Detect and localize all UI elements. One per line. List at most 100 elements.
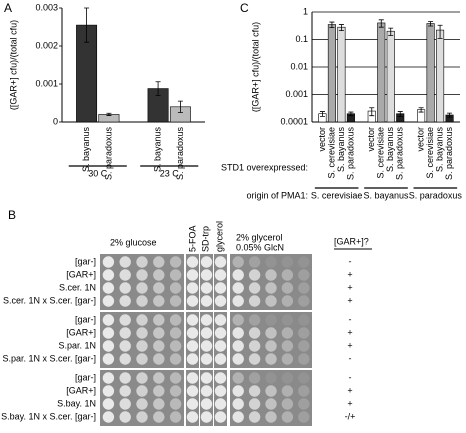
- error-bar: [106, 112, 112, 116]
- result: +: [347, 398, 352, 408]
- spot: [136, 385, 148, 397]
- spot: [186, 295, 199, 307]
- strain-label: [GAR+]: [66, 385, 96, 395]
- strain-label: [gar-]: [75, 314, 96, 324]
- spot: [232, 385, 244, 397]
- spot: [153, 314, 165, 326]
- spot: [169, 353, 182, 365]
- spot: [169, 269, 182, 281]
- spot: [169, 256, 182, 268]
- spot: [200, 327, 213, 339]
- x-tick-label: S. paradoxus: [395, 127, 405, 181]
- error-bar: [84, 7, 90, 43]
- spot: [153, 327, 165, 339]
- error-bar: [348, 111, 354, 117]
- result: -/+: [345, 411, 356, 421]
- spot: [298, 256, 310, 268]
- spot: [169, 282, 182, 294]
- spot: [281, 353, 294, 365]
- error-bar: [338, 24, 344, 32]
- strain-label: [GAR+]: [66, 269, 96, 279]
- spot: [169, 327, 182, 339]
- spot: [200, 372, 213, 384]
- y-tick-label: 0.0001: [280, 116, 308, 126]
- group-label: 30 C: [88, 168, 108, 178]
- spot: [265, 327, 277, 339]
- spot: [214, 256, 227, 268]
- column-header: [GAR+]?: [334, 236, 369, 246]
- panel-label: A: [4, 1, 12, 15]
- spot: [281, 256, 294, 268]
- spot: [136, 398, 148, 410]
- plate: [200, 254, 213, 310]
- spot: [200, 398, 213, 410]
- spot: [232, 411, 244, 423]
- spot: [298, 282, 310, 294]
- spot: [102, 411, 115, 423]
- group-label: S. cerevisiae: [311, 190, 363, 200]
- strain-label: [GAR+]: [66, 327, 96, 337]
- spot: [102, 256, 115, 268]
- panel-label: B: [8, 208, 16, 222]
- spot: [102, 282, 115, 294]
- spot: [298, 314, 310, 326]
- spot: [119, 372, 131, 384]
- spot: [232, 327, 244, 339]
- error-bar: [369, 107, 375, 117]
- spot: [136, 353, 148, 365]
- spot: [298, 295, 310, 307]
- spot: [281, 295, 294, 307]
- spot: [102, 385, 115, 397]
- spot: [248, 327, 261, 339]
- x-tick-label: S. bayanus: [81, 127, 91, 173]
- column-header: SD-trp: [200, 226, 210, 252]
- bar: [327, 24, 336, 123]
- spot: [119, 282, 131, 294]
- spot: [200, 314, 213, 326]
- spot: [136, 282, 148, 294]
- spot: [169, 385, 182, 397]
- spot: [281, 269, 294, 281]
- spot: [298, 411, 310, 423]
- spot: [281, 372, 294, 384]
- plate: [214, 312, 227, 368]
- spot: [248, 314, 261, 326]
- spot: [281, 327, 294, 339]
- error-bar: [428, 21, 434, 27]
- spot: [265, 372, 277, 384]
- spot: [119, 353, 131, 365]
- spot: [102, 314, 115, 326]
- result: +: [347, 385, 352, 395]
- spot: [186, 282, 199, 294]
- strain-label: S.cer. 1N x S.cer. [gar-]: [3, 295, 96, 305]
- spot: [232, 256, 244, 268]
- spot: [232, 398, 244, 410]
- spot: [119, 340, 131, 352]
- x-tick-label: S. paradoxus: [103, 127, 113, 181]
- spot: [248, 411, 261, 423]
- spot: [214, 411, 227, 423]
- spot: [200, 411, 213, 423]
- error-bar: [447, 112, 453, 118]
- spot: [214, 340, 227, 352]
- spot: [248, 353, 261, 365]
- spot: [265, 340, 277, 352]
- spot: [186, 385, 199, 397]
- error-bar: [155, 81, 161, 96]
- spot: [281, 385, 294, 397]
- spot: [102, 327, 115, 339]
- spot: [153, 340, 165, 352]
- spot: [298, 269, 310, 281]
- bar: [426, 23, 435, 123]
- result: -: [349, 314, 352, 324]
- y-tick-label: 1: [303, 6, 308, 16]
- column-header: 2% glycerol: [236, 232, 283, 242]
- spot: [265, 314, 277, 326]
- result: +: [347, 269, 352, 279]
- spot: [232, 372, 244, 384]
- spot: [119, 256, 131, 268]
- spot: [232, 340, 244, 352]
- spot: [200, 269, 213, 281]
- spot: [136, 340, 148, 352]
- spot: [119, 398, 131, 410]
